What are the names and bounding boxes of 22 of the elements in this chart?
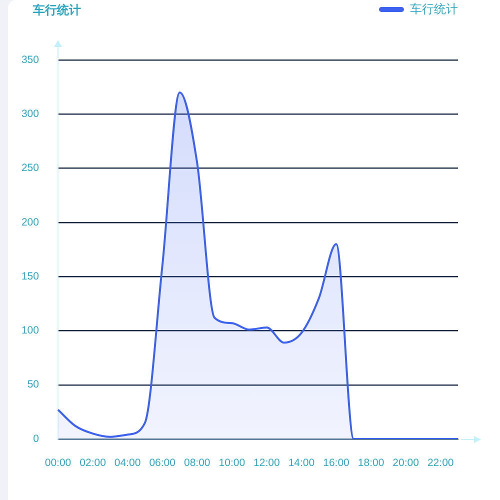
x-tick-label: 22:00 — [427, 457, 454, 470]
x-tick-label: 10:00 — [218, 457, 246, 470]
y-tick-label: 50 — [27, 378, 40, 391]
x-tick-label: 12:00 — [254, 457, 280, 470]
y-tick-label: 250 — [21, 162, 40, 174]
y-tick-label: 350 — [21, 54, 40, 66]
x-tick-label: 04:00 — [114, 457, 141, 470]
y-tick-label: 150 — [21, 270, 40, 282]
x-tick-label: 14:00 — [288, 457, 315, 470]
legend-label: 车行统计 — [410, 2, 458, 16]
x-tick-label: 00:00 — [44, 457, 72, 470]
y-tick-label: 100 — [21, 324, 40, 337]
y-tick-label: 200 — [21, 216, 40, 228]
x-tick-label: 06:00 — [149, 457, 176, 470]
x-tick-label: 02:00 — [80, 457, 106, 470]
chart-title: 车行统计 — [33, 3, 81, 17]
x-tick-label: 08:00 — [184, 457, 210, 470]
x-tick-label: 20:00 — [392, 457, 420, 470]
x-tick-label: 16:00 — [323, 457, 350, 470]
y-tick-label: 0 — [33, 432, 40, 445]
y-tick-label: 300 — [21, 108, 40, 120]
x-tick-label: 18:00 — [358, 457, 384, 470]
